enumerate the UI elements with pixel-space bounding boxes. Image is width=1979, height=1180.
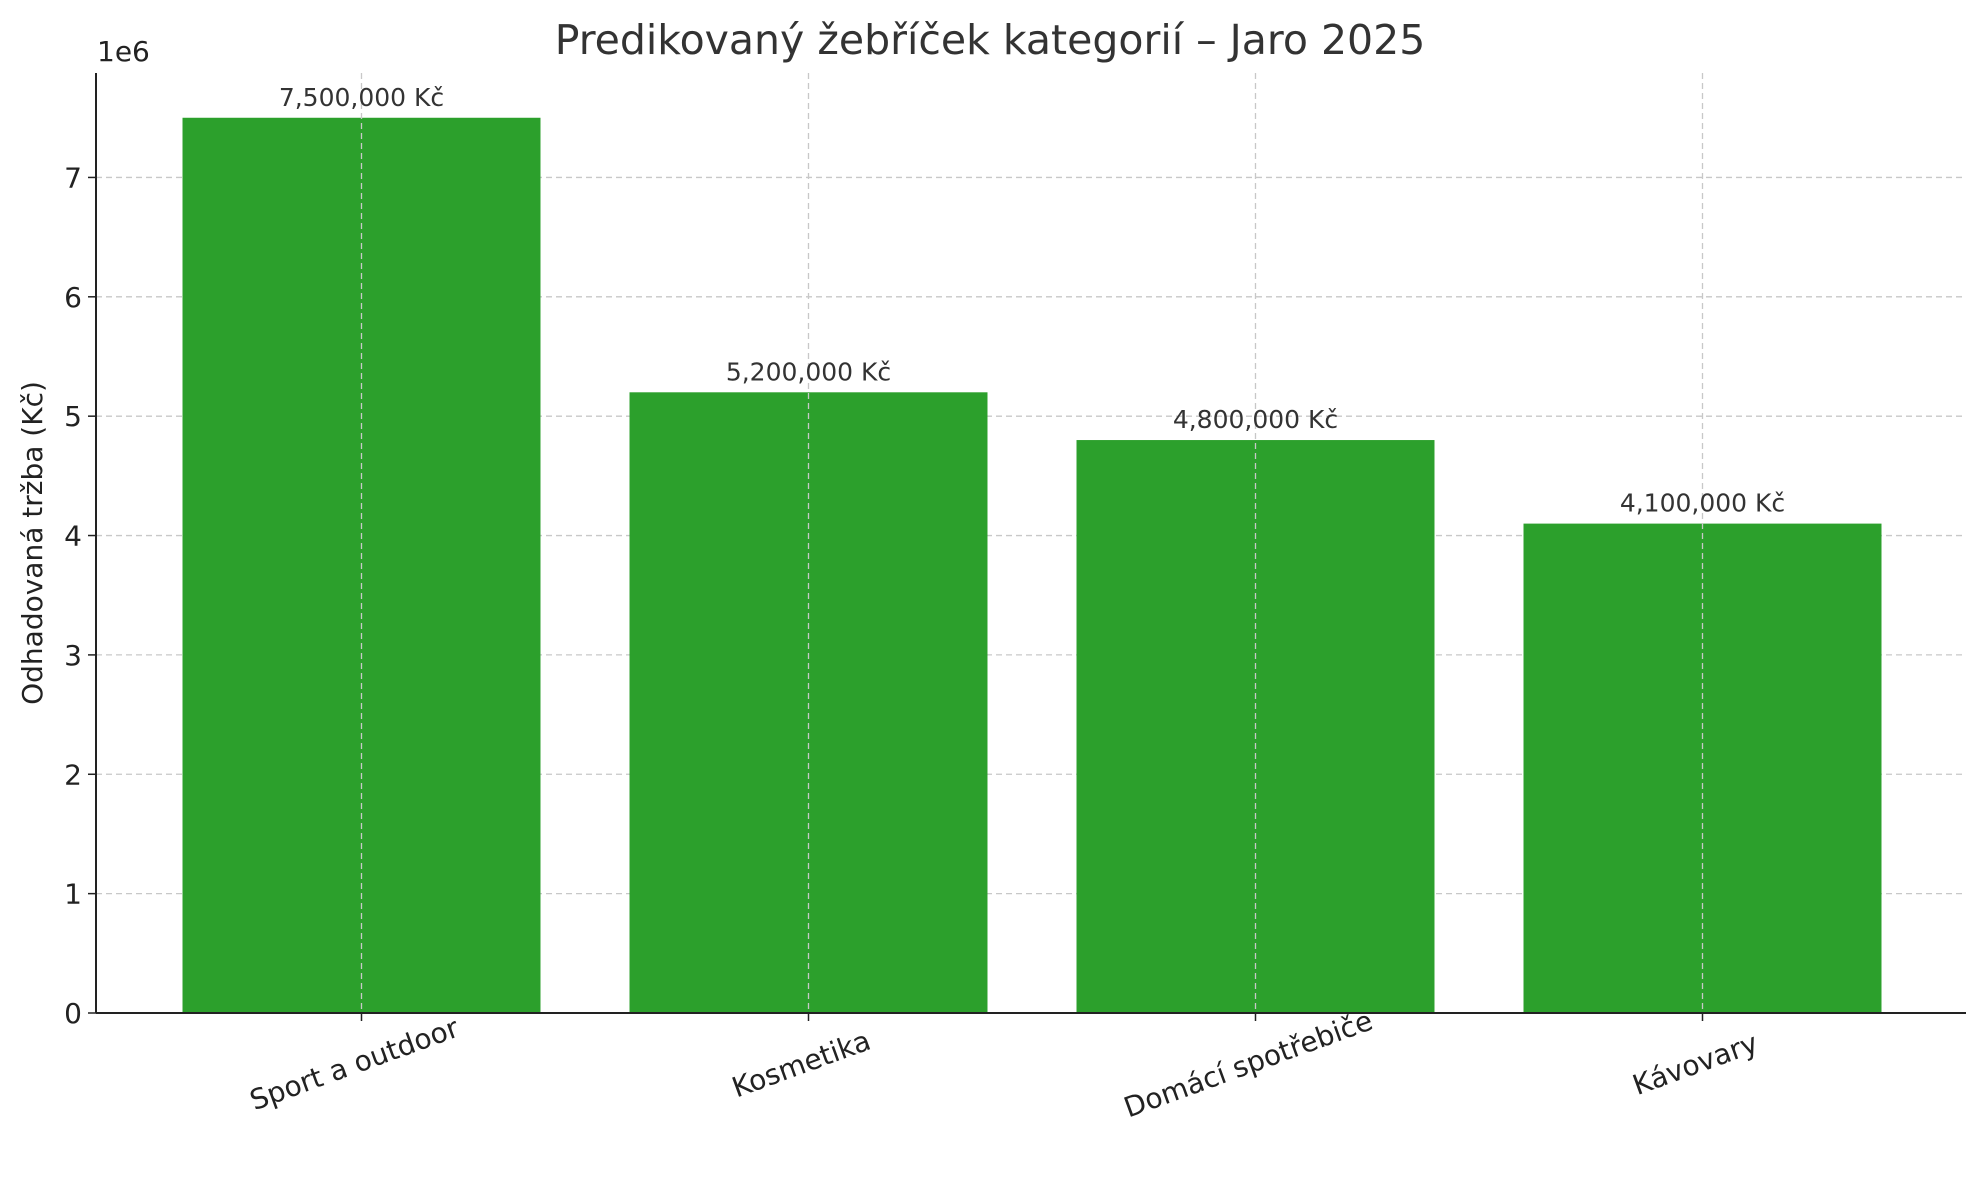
x-ticks: Sport a outdoor Kosmetika Domácí spotřebič…: [245, 1004, 1762, 1125]
data-label: 4,800,000 Kč: [1173, 405, 1338, 434]
y-tick-label: 0: [64, 997, 82, 1030]
y-axis-label: Odhadovaná tržba (Kč): [16, 381, 49, 705]
x-tick-label: Domácí spotřebiče: [1120, 1004, 1377, 1125]
y-tick-label: 7: [64, 161, 82, 194]
x-tick-label: Sport a outdoor: [245, 1011, 463, 1117]
chart-title: Predikovaný žebříček kategorií – Jaro 20…: [555, 16, 1426, 64]
x-tick-label: Kávovary: [1628, 1026, 1762, 1102]
data-labels: 7,500,000 Kč 5,200,000 Kč 4,800,000 Kč 4,10…: [279, 83, 1785, 518]
axes: [95, 73, 1966, 1014]
x-tick-label: Kosmetika: [728, 1024, 875, 1105]
y-tick-label: 6: [64, 281, 82, 314]
y-tick-label: 1: [64, 878, 82, 911]
bars: [182, 117, 1882, 1013]
data-label: 7,500,000 Kč: [279, 83, 444, 112]
y-tick-label: 5: [64, 400, 82, 433]
y-tick-label: 3: [64, 639, 82, 672]
data-label: 5,200,000 Kč: [726, 357, 891, 386]
data-label: 4,100,000 Kč: [1620, 489, 1785, 518]
y-tick-label: 2: [64, 758, 82, 791]
vertical-grid-lines: [360, 73, 1704, 1013]
y-ticks: 0 1 2 3 4 5 6 7: [64, 161, 96, 1030]
y-axis-offset-text: 1e6: [97, 35, 150, 68]
y-tick-label: 4: [64, 520, 82, 553]
